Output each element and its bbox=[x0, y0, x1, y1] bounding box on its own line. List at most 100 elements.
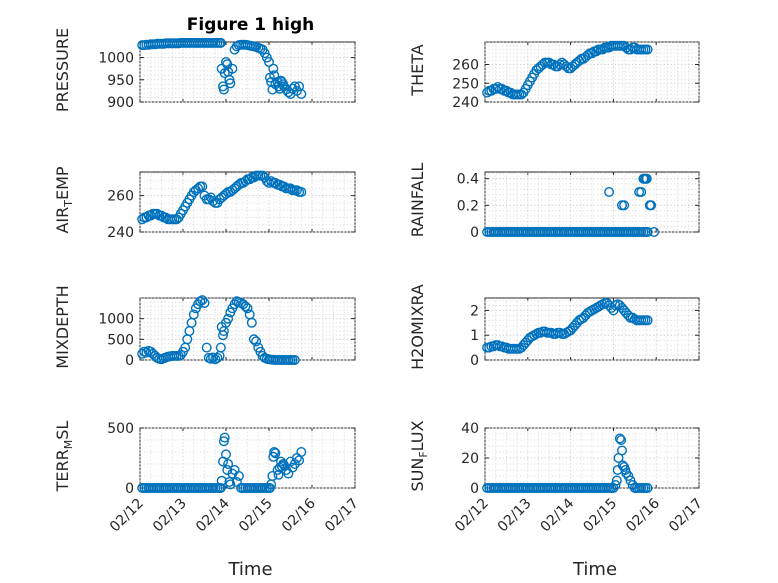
x-tick-label: 02/15 bbox=[580, 496, 620, 536]
data-point bbox=[223, 459, 234, 470]
data-point bbox=[227, 63, 238, 74]
x-axis-label: Time bbox=[227, 559, 272, 580]
y-tick-label: 240 bbox=[452, 95, 479, 111]
plot-area bbox=[139, 297, 356, 361]
data-point bbox=[597, 299, 608, 310]
data-point bbox=[215, 483, 226, 494]
data-point bbox=[219, 432, 230, 443]
y-tick-label: 0.2 bbox=[457, 198, 479, 214]
data-point bbox=[199, 298, 210, 309]
data-point bbox=[233, 471, 244, 482]
plot-area bbox=[484, 171, 700, 233]
x-tick-label: 02/12 bbox=[452, 496, 492, 536]
x-tick-label: 02/15 bbox=[236, 496, 276, 536]
data-point bbox=[641, 173, 652, 184]
y-tick-label: 2 bbox=[470, 303, 479, 319]
data-point bbox=[296, 88, 307, 99]
y-tick-label: 240 bbox=[107, 225, 134, 241]
y-tick-label: 40 bbox=[461, 421, 479, 437]
plot-area bbox=[139, 427, 356, 489]
x-tick-label: 02/14 bbox=[193, 495, 233, 535]
x-tick-label: 02/14 bbox=[538, 495, 578, 535]
y-tick-label: 1000 bbox=[98, 312, 134, 328]
data-point bbox=[267, 471, 278, 482]
data-point bbox=[195, 296, 206, 307]
y-axis-label: AIRTEMP bbox=[53, 166, 75, 233]
panel-air_temp: 240 260 AIRTEMP bbox=[53, 166, 356, 241]
panel-theta: 240 250 260 THETA bbox=[408, 40, 700, 111]
y-tick-label: 260 bbox=[452, 58, 479, 74]
data-point bbox=[205, 353, 216, 364]
data-point bbox=[197, 181, 208, 192]
data-point bbox=[642, 483, 653, 494]
panel-terr_msl: 0 500 TERRMSL 02/12 02/13 02/14 02/15 02/16 02/1… bbox=[53, 421, 362, 580]
data-point bbox=[188, 309, 199, 320]
data-point bbox=[604, 186, 615, 197]
data-point bbox=[215, 342, 226, 353]
data-point bbox=[642, 226, 653, 237]
data-point bbox=[642, 315, 653, 326]
data-point bbox=[218, 436, 229, 447]
y-axis-label: TERRMSL bbox=[53, 421, 75, 493]
data-point bbox=[614, 433, 625, 444]
data-point bbox=[273, 469, 284, 480]
data-point bbox=[296, 447, 307, 458]
data-point bbox=[554, 59, 565, 70]
y-axis-label: MIXDEPTH bbox=[53, 285, 72, 368]
data-point bbox=[246, 317, 257, 328]
y-tick-label: 1000 bbox=[98, 51, 134, 67]
panel-mixdepth: 0 500 1000 MIXDEPTH bbox=[53, 285, 356, 369]
data-point bbox=[267, 84, 278, 95]
data-point bbox=[225, 479, 236, 490]
y-axis-label: THETA bbox=[408, 44, 427, 96]
data-point bbox=[201, 342, 212, 353]
y-tick-label: 950 bbox=[107, 73, 134, 89]
y-tick-label: 500 bbox=[107, 332, 134, 348]
data-point bbox=[212, 352, 223, 363]
y-tick-label: 0 bbox=[125, 481, 134, 497]
data-point bbox=[141, 347, 152, 358]
data-point bbox=[197, 295, 208, 306]
data-point bbox=[289, 355, 300, 366]
data-point bbox=[216, 475, 227, 486]
data-point bbox=[218, 84, 229, 95]
data-point bbox=[646, 200, 657, 211]
data-point bbox=[270, 448, 281, 459]
y-axis-label: RAINFALL bbox=[408, 163, 427, 238]
y-axis-label: PRESSURE bbox=[53, 28, 72, 112]
data-point bbox=[220, 57, 231, 68]
x-tick-label: 02/16 bbox=[623, 495, 663, 535]
data-point bbox=[636, 186, 647, 197]
data-point bbox=[623, 471, 634, 482]
data-point bbox=[611, 475, 622, 486]
x-tick-label: 02/17 bbox=[666, 496, 706, 536]
y-axis-label: H2OMIXRA bbox=[408, 284, 427, 370]
data-point bbox=[223, 313, 234, 324]
x-tick-label: 02/13 bbox=[495, 496, 535, 536]
data-point bbox=[649, 226, 660, 237]
data-point bbox=[616, 435, 627, 446]
y-axis-label: SUNFLUX bbox=[408, 420, 430, 491]
data-point bbox=[240, 301, 251, 312]
x-axis-label: Time bbox=[572, 559, 617, 580]
data-point bbox=[610, 480, 621, 491]
panel-sun_flux: 0 20 40 SUNFLUX 02/12 02/13 02/14 02/15 02/16 02/… bbox=[408, 420, 706, 580]
data-point bbox=[208, 352, 219, 363]
data-point bbox=[285, 88, 296, 99]
panel-rainfall: 0 0.2 0.4 RAINFALL bbox=[408, 163, 700, 241]
data-point bbox=[289, 81, 300, 92]
figure-title: Figure 1 high bbox=[187, 15, 315, 35]
y-tick-label: 0 bbox=[125, 353, 134, 369]
data-point bbox=[268, 63, 279, 74]
data-point bbox=[215, 37, 226, 48]
y-tick-label: 260 bbox=[107, 189, 134, 205]
data-point bbox=[291, 185, 302, 196]
y-tick-label: 0 bbox=[470, 353, 479, 369]
x-tick-label: 02/12 bbox=[107, 496, 147, 536]
y-tick-label: 1 bbox=[470, 328, 479, 344]
y-tick-label: 20 bbox=[461, 451, 479, 467]
data-point bbox=[617, 445, 628, 456]
data-point bbox=[642, 44, 653, 55]
y-tick-label: 900 bbox=[107, 95, 134, 111]
